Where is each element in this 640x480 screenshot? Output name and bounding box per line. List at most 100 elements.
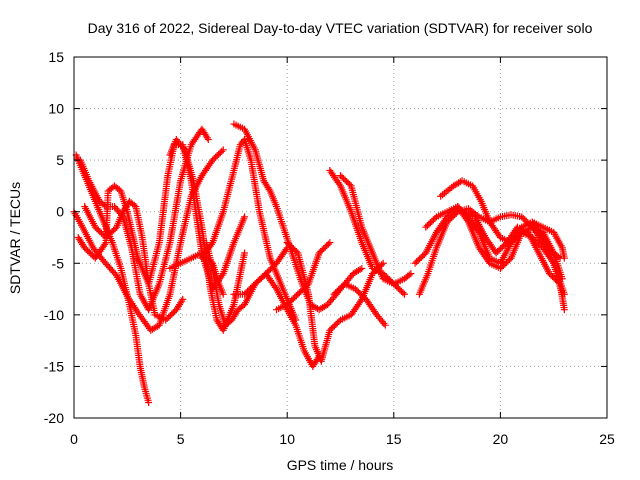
- data-point-marker: [210, 155, 218, 163]
- data-point-marker: [423, 222, 431, 230]
- data-point-marker: [411, 259, 419, 267]
- data-point-marker: [547, 271, 555, 279]
- data-point-marker: [250, 281, 258, 289]
- series-arc-11: [230, 244, 291, 298]
- data-point-marker: [356, 289, 364, 297]
- data-point-marker: [522, 217, 530, 225]
- data-point-marker: [553, 277, 561, 285]
- data-point-marker: [541, 240, 549, 248]
- data-point-marker: [254, 277, 262, 285]
- data-point-marker: [286, 298, 294, 306]
- data-point-marker: [333, 287, 341, 295]
- data-point-marker: [343, 178, 351, 186]
- data-point-marker: [244, 287, 252, 295]
- y-tick-label: -20: [44, 410, 64, 426]
- y-tick-label: 10: [48, 101, 64, 117]
- data-point-marker: [283, 239, 291, 247]
- data-point-marker: [344, 179, 352, 187]
- data-point-marker: [219, 146, 227, 154]
- data-point-marker: [498, 243, 506, 251]
- data-point-marker: [405, 271, 413, 279]
- x-tick-label: 0: [70, 431, 78, 447]
- data-point-marker: [282, 246, 290, 254]
- data-point-marker: [288, 243, 296, 251]
- data-point-marker: [336, 284, 344, 292]
- data-point-marker: [416, 255, 424, 263]
- data-point-marker: [204, 136, 212, 144]
- data-point-marker: [259, 273, 267, 281]
- data-point-marker: [323, 242, 331, 250]
- data-point-marker: [521, 216, 529, 224]
- data-point-marker: [110, 226, 118, 234]
- series-arc-2: [72, 151, 153, 407]
- data-point-marker: [326, 239, 334, 247]
- data-point-marker: [300, 284, 308, 292]
- data-point-marker: [500, 242, 508, 250]
- data-point-marker: [396, 286, 404, 294]
- data-point-marker: [212, 153, 220, 161]
- data-point-marker: [340, 175, 348, 183]
- data-point-marker: [326, 326, 334, 334]
- data-point-marker: [332, 320, 340, 328]
- series-arc-21: [460, 208, 568, 314]
- data-point-marker: [502, 259, 510, 267]
- data-point-marker: [381, 321, 389, 329]
- data-point-marker: [397, 287, 405, 295]
- data-point-marker: [318, 246, 326, 254]
- data-point-marker: [356, 265, 364, 273]
- data-point-marker: [93, 225, 101, 233]
- series-arc-13: [273, 239, 334, 314]
- data-point-marker: [346, 180, 354, 188]
- x-tick-label: 10: [279, 431, 295, 447]
- data-point-marker: [445, 217, 453, 225]
- data-point-marker: [338, 283, 346, 291]
- data-point-marker: [335, 180, 343, 188]
- data-point-marker: [288, 296, 296, 304]
- data-point-marker: [518, 213, 526, 221]
- data-point-marker: [297, 287, 305, 295]
- data-point-marker: [262, 270, 270, 278]
- data-point-marker: [419, 252, 427, 260]
- data-point-marker: [84, 247, 92, 255]
- data-point-marker: [213, 152, 221, 160]
- data-point-marker: [145, 399, 153, 407]
- data-point-marker: [359, 292, 367, 300]
- data-point-marker: [327, 325, 335, 333]
- series-arc-20: [415, 205, 564, 298]
- data-point-marker: [351, 285, 359, 293]
- data-point-marker: [248, 283, 256, 291]
- data-point-marker: [544, 243, 552, 251]
- data-point-marker: [295, 289, 303, 297]
- data-point-marker: [101, 240, 109, 248]
- data-point-marker: [265, 267, 273, 275]
- data-point-marker: [266, 265, 274, 273]
- data-point-marker: [429, 216, 437, 224]
- data-point-marker: [298, 286, 306, 294]
- data-point-marker: [203, 134, 211, 142]
- x-tick-label: 5: [177, 431, 185, 447]
- data-point-marker: [241, 213, 249, 221]
- data-point-marker: [99, 231, 107, 239]
- x-tick-label: 20: [493, 431, 509, 447]
- data-point-marker: [169, 309, 177, 317]
- data-point-marker: [96, 228, 104, 236]
- data-point-marker: [380, 319, 388, 327]
- data-point-marker: [330, 322, 338, 330]
- data-point-marker: [431, 214, 439, 222]
- series-arc-22: [528, 218, 568, 262]
- data-point-marker: [357, 297, 365, 305]
- data-point-marker: [269, 262, 277, 270]
- data-point-marker: [107, 229, 115, 237]
- data-point-marker: [492, 249, 500, 257]
- data-point-marker: [165, 313, 173, 321]
- data-point-marker: [519, 214, 527, 222]
- data-point-marker: [494, 247, 502, 255]
- data-point-marker: [81, 244, 89, 252]
- data-point-marker: [501, 260, 509, 268]
- data-point-marker: [179, 144, 187, 152]
- data-point-marker: [289, 245, 297, 253]
- series-arc-12: [283, 239, 387, 365]
- data-point-marker: [324, 240, 332, 248]
- data-point-marker: [265, 185, 273, 193]
- data-point-marker: [452, 209, 460, 217]
